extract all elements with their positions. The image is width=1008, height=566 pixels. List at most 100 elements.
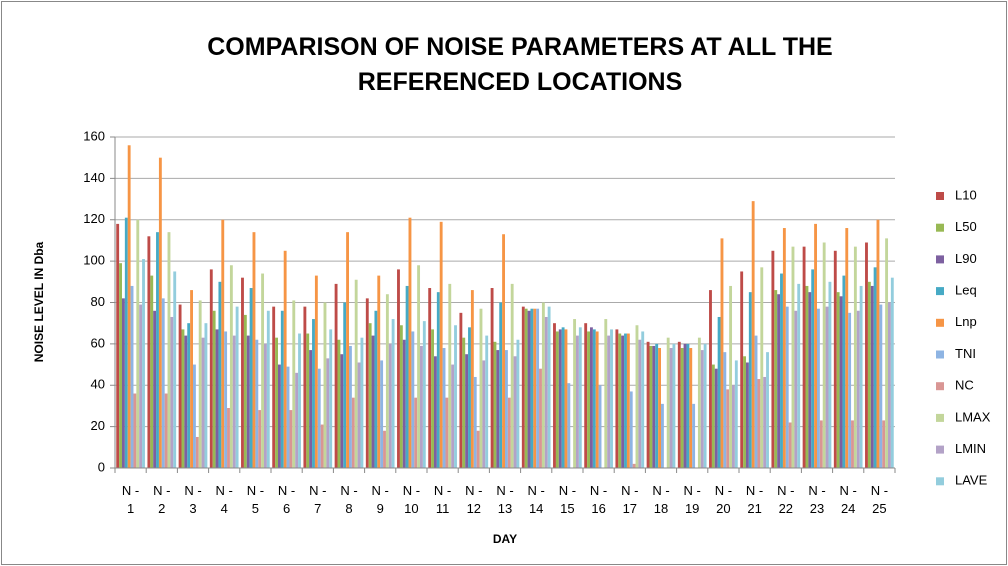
- bar: [252, 232, 256, 468]
- bar: [354, 279, 358, 468]
- bar: [374, 310, 378, 468]
- x-tick-label: N - 11: [433, 483, 452, 516]
- bar: [499, 302, 503, 468]
- bar: [371, 335, 375, 468]
- bar: [743, 356, 746, 468]
- legend-swatch: [936, 223, 944, 232]
- bar: [451, 364, 455, 468]
- bar: [368, 323, 372, 468]
- x-tick-label: N - 7: [309, 483, 327, 516]
- bar: [547, 306, 551, 468]
- bar: [530, 308, 534, 468]
- bar: [479, 308, 483, 468]
- bar: [587, 331, 590, 468]
- bar: [516, 339, 520, 468]
- bar: [422, 321, 426, 468]
- legend-swatch: [936, 413, 944, 422]
- bar: [119, 263, 122, 468]
- bar: [553, 323, 556, 468]
- chart-title: COMPARISON OF NOISE PARAMETERS AT ALL TH…: [207, 33, 833, 96]
- bar: [536, 308, 540, 468]
- bar: [817, 308, 820, 468]
- bar: [748, 292, 752, 468]
- bar: [334, 283, 338, 468]
- bar: [825, 306, 829, 468]
- bar: [147, 236, 151, 468]
- bar: [195, 436, 199, 468]
- bar: [885, 238, 889, 468]
- bar: [666, 337, 670, 468]
- bar: [541, 302, 545, 468]
- bar: [377, 275, 381, 468]
- bar: [777, 294, 781, 468]
- bar: [246, 335, 250, 468]
- bar: [766, 352, 769, 468]
- bar: [788, 422, 792, 468]
- bar: [510, 283, 514, 468]
- bar: [445, 397, 449, 468]
- bar: [856, 310, 860, 468]
- legend-label: L90: [955, 251, 977, 266]
- bar: [544, 316, 548, 468]
- bar: [340, 354, 344, 468]
- bar: [127, 145, 131, 468]
- legend-swatch: [936, 318, 944, 327]
- bar: [357, 362, 361, 468]
- x-tick-label: N - 15: [558, 483, 577, 516]
- bar: [264, 343, 267, 468]
- bar: [652, 345, 656, 468]
- bar: [524, 308, 528, 468]
- bar: [473, 376, 477, 468]
- legend-label: Lnp: [955, 314, 977, 329]
- bar: [610, 329, 613, 468]
- bar: [870, 285, 874, 468]
- bar: [723, 352, 727, 468]
- bar: [621, 335, 625, 468]
- bar: [578, 327, 582, 468]
- bar: [411, 331, 415, 468]
- y-tick-label: 160: [83, 128, 105, 143]
- bar: [468, 327, 471, 468]
- bar: [505, 350, 508, 468]
- bar: [732, 385, 735, 468]
- bar: [584, 323, 588, 468]
- bar: [496, 350, 500, 468]
- x-tick-label: N - 21: [745, 483, 764, 516]
- bar: [380, 360, 384, 468]
- bar: [661, 403, 664, 468]
- bar: [703, 343, 707, 468]
- bar: [383, 430, 386, 468]
- x-tick-label: N - 6: [277, 483, 296, 516]
- bar: [629, 391, 633, 468]
- bar: [280, 310, 284, 468]
- bar: [802, 246, 806, 468]
- bar: [414, 397, 418, 468]
- bar: [567, 383, 571, 468]
- bar: [323, 302, 327, 468]
- bar: [317, 368, 321, 468]
- bar: [351, 397, 355, 468]
- bar: [879, 304, 883, 468]
- x-tick-label: N - 1: [121, 483, 140, 516]
- bar: [190, 290, 193, 468]
- bar: [277, 364, 281, 468]
- bar: [255, 339, 259, 468]
- bar: [720, 238, 724, 468]
- bar: [399, 325, 403, 468]
- bar: [295, 372, 299, 468]
- bar: [851, 420, 854, 468]
- bar: [442, 348, 446, 468]
- bar: [615, 329, 619, 468]
- bar: [658, 348, 661, 468]
- x-tick-label: N - 5: [246, 483, 265, 516]
- bar: [116, 223, 120, 468]
- x-tick-label: N - 12: [465, 483, 483, 516]
- legend-swatch: [936, 287, 944, 296]
- bar: [485, 335, 489, 468]
- bar: [672, 343, 676, 468]
- bar: [417, 265, 421, 468]
- x-tick-label: N - 3: [184, 483, 202, 516]
- bar: [680, 348, 684, 468]
- x-tick-label: N - 17: [621, 483, 639, 516]
